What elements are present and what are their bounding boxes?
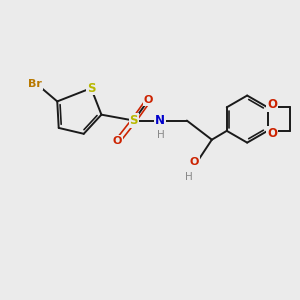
Text: H: H bbox=[157, 130, 165, 140]
Text: S: S bbox=[130, 114, 138, 127]
Text: N: N bbox=[155, 114, 165, 127]
Text: O: O bbox=[113, 136, 122, 146]
Text: O: O bbox=[190, 157, 199, 167]
Text: O: O bbox=[144, 95, 153, 105]
Text: Br: Br bbox=[28, 79, 42, 89]
Text: O: O bbox=[267, 98, 277, 111]
Text: H: H bbox=[185, 172, 193, 182]
Text: S: S bbox=[87, 82, 95, 95]
Text: O: O bbox=[267, 127, 277, 140]
